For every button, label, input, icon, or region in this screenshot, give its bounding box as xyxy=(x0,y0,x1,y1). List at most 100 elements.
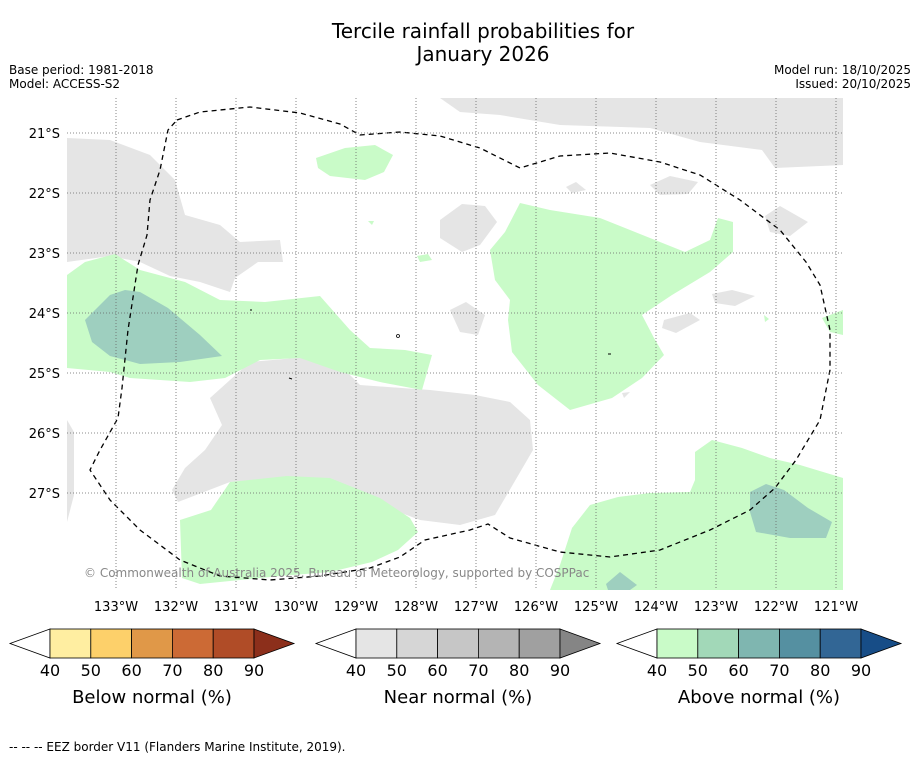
colorbar-segment xyxy=(90,628,133,659)
colorbar-segment xyxy=(212,628,255,659)
lon-label: 122°W xyxy=(754,600,798,615)
green-region-southeast xyxy=(550,440,843,590)
colorbar-segment xyxy=(656,628,699,659)
lat-label: 23°S xyxy=(29,247,60,262)
lat-label: 26°S xyxy=(29,427,60,442)
lon-label: 121°W xyxy=(814,600,858,615)
lat-label: 21°S xyxy=(29,127,60,142)
grey-blob-3 xyxy=(650,176,698,195)
colorbar-over-arrow xyxy=(253,628,296,659)
lon-label: 131°W xyxy=(214,600,258,615)
copyright-notice: © Commonwealth of Australia 2025, Bureau… xyxy=(84,566,589,580)
colorbar-tick-label: 80 xyxy=(203,661,223,680)
colorbar-segment xyxy=(697,628,739,659)
colorbar-segment xyxy=(819,628,862,659)
model-run: Model run: 18/10/2025 xyxy=(773,63,911,77)
colorbars: 40 50 60 70 80 90 Below normal (%) 40 50 60 70 80 90… xyxy=(8,628,903,708)
lon-label: 123°W xyxy=(694,600,738,615)
colorbar-segment xyxy=(437,628,479,659)
eez-footnote: -- -- -- EEZ border V11 (Flanders Marine… xyxy=(9,740,346,754)
grey-blob-4 xyxy=(712,290,755,306)
green-region-south xyxy=(180,476,418,584)
colorbar-tick-label: 60 xyxy=(728,661,748,680)
lon-label: 129°W xyxy=(334,600,378,615)
colorbar-tick-label: 60 xyxy=(121,661,141,680)
grey-blob-9 xyxy=(622,392,630,398)
lat-label: 25°S xyxy=(29,367,60,382)
green-region-central xyxy=(490,203,733,410)
colorbar-over-arrow xyxy=(860,628,903,659)
grey-blob-1 xyxy=(440,204,497,252)
colorbar-2: 40 50 60 70 80 90 Near normal (%) xyxy=(314,628,602,708)
lat-label: 27°S xyxy=(29,487,60,502)
lon-label: 125°W xyxy=(574,600,618,615)
grey-region-central xyxy=(172,355,533,525)
colorbar-under-arrow xyxy=(615,628,658,659)
teal-region-southeast xyxy=(750,484,832,538)
green-blob-4 xyxy=(764,315,769,322)
colorbar-tick-label: 90 xyxy=(244,661,264,680)
colorbar-tick-label: 70 xyxy=(162,661,182,680)
grey-region-northeast xyxy=(440,98,843,168)
base-period: Base period: 1981-2018 xyxy=(9,63,154,77)
map-area: © Commonwealth of Australia 2025, Bureau… xyxy=(67,98,843,590)
lat-label: 24°S xyxy=(29,307,60,322)
lon-label: 132°W xyxy=(154,600,198,615)
colorbar-tick-label: 80 xyxy=(509,661,529,680)
small-island-marker xyxy=(396,334,400,338)
colorbar-under-arrow xyxy=(314,628,357,659)
title-line-2: January 2026 xyxy=(416,42,550,66)
teal-region-south xyxy=(606,572,637,590)
colorbar-segment xyxy=(396,628,438,659)
colorbar-tick-label: 40 xyxy=(40,661,60,680)
meta-left: Base period: 1981-2018 Model: ACCESS-S2 xyxy=(9,63,154,91)
colorbar-tick-label: 50 xyxy=(688,661,708,680)
colorbar-tick-label: 40 xyxy=(647,661,667,680)
colorbar-label: Above normal (%) xyxy=(678,687,840,708)
colorbar-segment xyxy=(738,628,780,659)
lon-label: 126°W xyxy=(514,600,558,615)
colorbar-segment xyxy=(131,628,173,659)
above-normal-50-regions xyxy=(85,290,832,590)
colorbar-tick-label: 80 xyxy=(810,661,830,680)
grey-blob-6 xyxy=(765,206,808,236)
colorbar-label: Near normal (%) xyxy=(384,687,533,708)
colorbar-segment xyxy=(49,628,92,659)
colorbar-under-arrow xyxy=(8,628,51,659)
near-normal-regions xyxy=(67,98,843,525)
colorbar-tick-label: 40 xyxy=(346,661,366,680)
title-line-1: Tercile rainfall probabilities for xyxy=(331,19,635,43)
colorbar-segment xyxy=(518,628,561,659)
lon-label: 124°W xyxy=(634,600,678,615)
eez-border xyxy=(89,106,831,581)
colorbar-segment xyxy=(779,628,821,659)
lon-axis: 133°W 132°W 131°W 130°W 129°W 128°W 127°… xyxy=(94,600,858,615)
grey-region-west xyxy=(67,138,283,292)
lon-label: 130°W xyxy=(274,600,318,615)
colorbar-tick-label: 90 xyxy=(851,661,871,680)
colorbar-tick-label: 60 xyxy=(427,661,447,680)
grey-blob-7 xyxy=(566,182,586,193)
colorbar-segment xyxy=(171,628,214,659)
colorbar-tick-label: 50 xyxy=(81,661,101,680)
lat-axis: 21°S 22°S 23°S 24°S 25°S 26°S 27°S xyxy=(29,127,60,502)
teal-region-west xyxy=(85,290,222,364)
issued-date: Issued: 20/10/2025 xyxy=(795,77,911,91)
small-mark-2 xyxy=(288,377,293,380)
colorbar-segment xyxy=(477,628,520,659)
colorbar-label: Below normal (%) xyxy=(72,687,232,708)
colorbar-1: 40 50 60 70 80 90 Below normal (%) xyxy=(8,628,296,708)
green-region-north xyxy=(316,145,393,180)
lon-label: 128°W xyxy=(394,600,438,615)
green-blob-2 xyxy=(368,221,374,225)
lat-label: 22°S xyxy=(29,187,60,202)
colorbar-segment xyxy=(355,628,398,659)
model-name: Model: ACCESS-S2 xyxy=(9,77,121,91)
lon-label: 133°W xyxy=(94,600,138,615)
green-blob-1 xyxy=(417,254,432,262)
graticule xyxy=(67,98,843,590)
lon-label: 127°W xyxy=(454,600,498,615)
colorbar-tick-label: 50 xyxy=(387,661,407,680)
colorbar-over-arrow xyxy=(559,628,602,659)
